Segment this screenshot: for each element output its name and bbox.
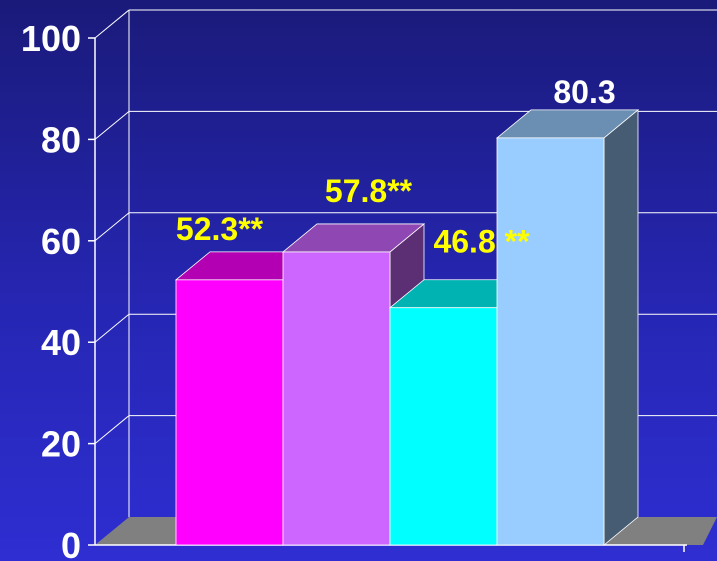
y-tick-label: 80 (41, 119, 81, 160)
data-label: 52.3** (176, 211, 264, 247)
y-tick-label: 100 (21, 18, 81, 59)
y-tick-label: 60 (41, 221, 81, 262)
bar-front (389, 307, 498, 546)
data-label: 46.8 ** (433, 224, 530, 260)
y-tick-label: 0 (61, 525, 81, 561)
bar-front (496, 137, 605, 546)
bars-group (174, 109, 640, 546)
gridline-side (94, 415, 130, 444)
gridline-side (94, 212, 130, 242)
gridline-side (94, 9, 130, 39)
gridline-side (94, 111, 130, 140)
bar (495, 109, 640, 546)
data-labels-group: 52.3** 57.8** 46.8 ** 80.3 (176, 74, 616, 260)
gridline-side (94, 313, 130, 343)
bar-front (175, 279, 284, 546)
y-tick-label: 40 (41, 322, 81, 363)
y-tick-label: 20 (41, 424, 81, 465)
bar-side (603, 109, 639, 546)
data-label: 80.3 (553, 74, 615, 110)
y-axis: 0 20 40 60 80 100 (21, 18, 687, 561)
bar-front (282, 251, 391, 546)
data-label: 57.8** (325, 173, 413, 209)
